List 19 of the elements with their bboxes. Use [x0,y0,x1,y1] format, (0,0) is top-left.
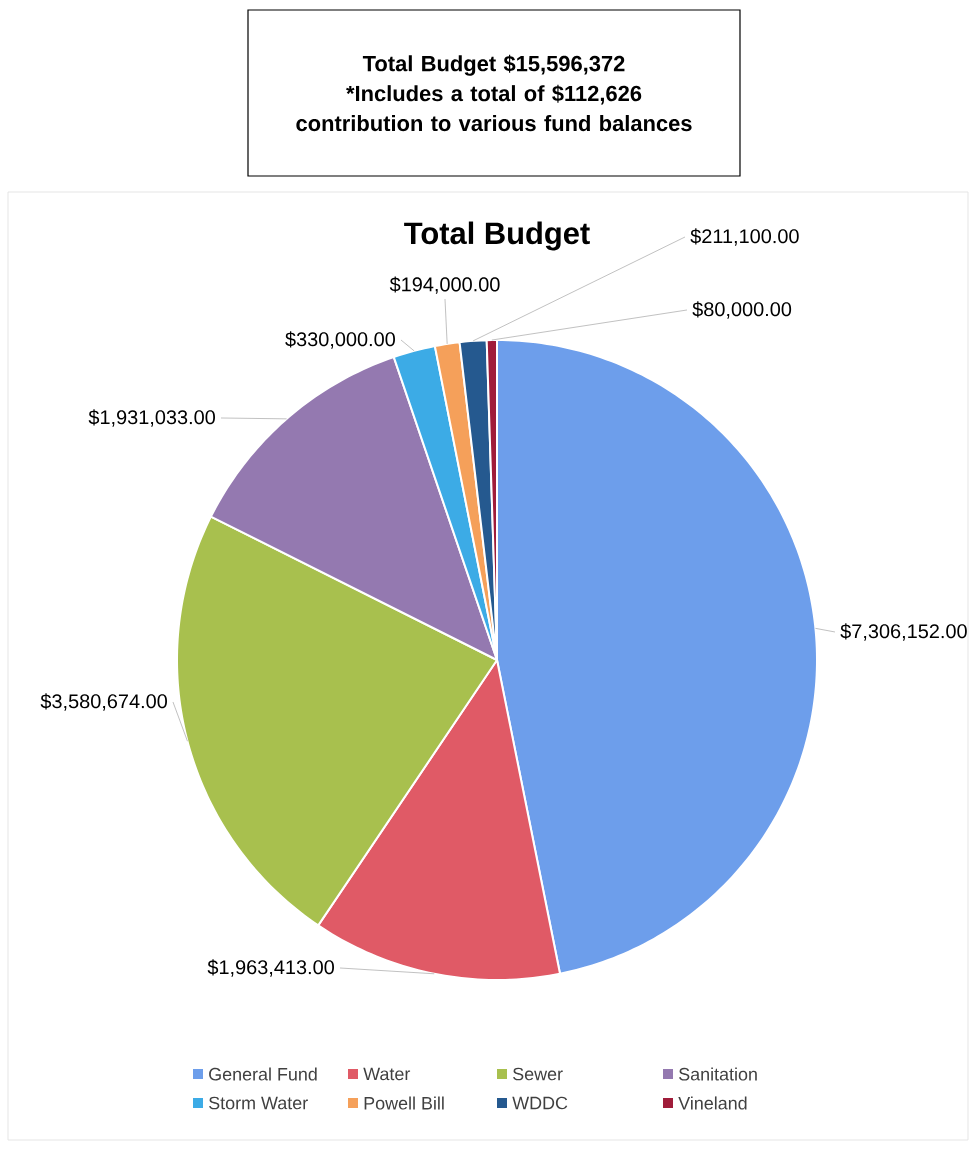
data-label: $330,000.00 [285,331,395,349]
data-label: $1,931,033.00 [88,409,215,427]
legend-label: Powell Bill [364,1096,444,1110]
data-label: $3,580,674.00 [40,693,167,711]
legend-label: Sanitation [679,1067,757,1081]
legend-label: Vineland [678,1096,747,1110]
text: *Includes a total of $112,626 contribution to various fund balances [296,84,692,132]
legend-label: WDDC [512,1096,568,1110]
data-label: $194,000.00 [389,276,500,294]
data-label: $7,306,152.00 [840,623,967,641]
legend-label: Water [363,1067,411,1081]
chart-title: Total Budget [404,221,590,251]
legend-label: Storm Water [209,1096,308,1110]
legend-label: General Fund [209,1067,317,1081]
data-label: $80,000.00 [692,301,792,319]
data-label: $211,100.00 [690,228,799,246]
legend-label: Sewer [513,1067,563,1081]
data-label: $1,963,413.00 [207,959,334,977]
text: Total Budget $15,596,372 [362,54,625,76]
